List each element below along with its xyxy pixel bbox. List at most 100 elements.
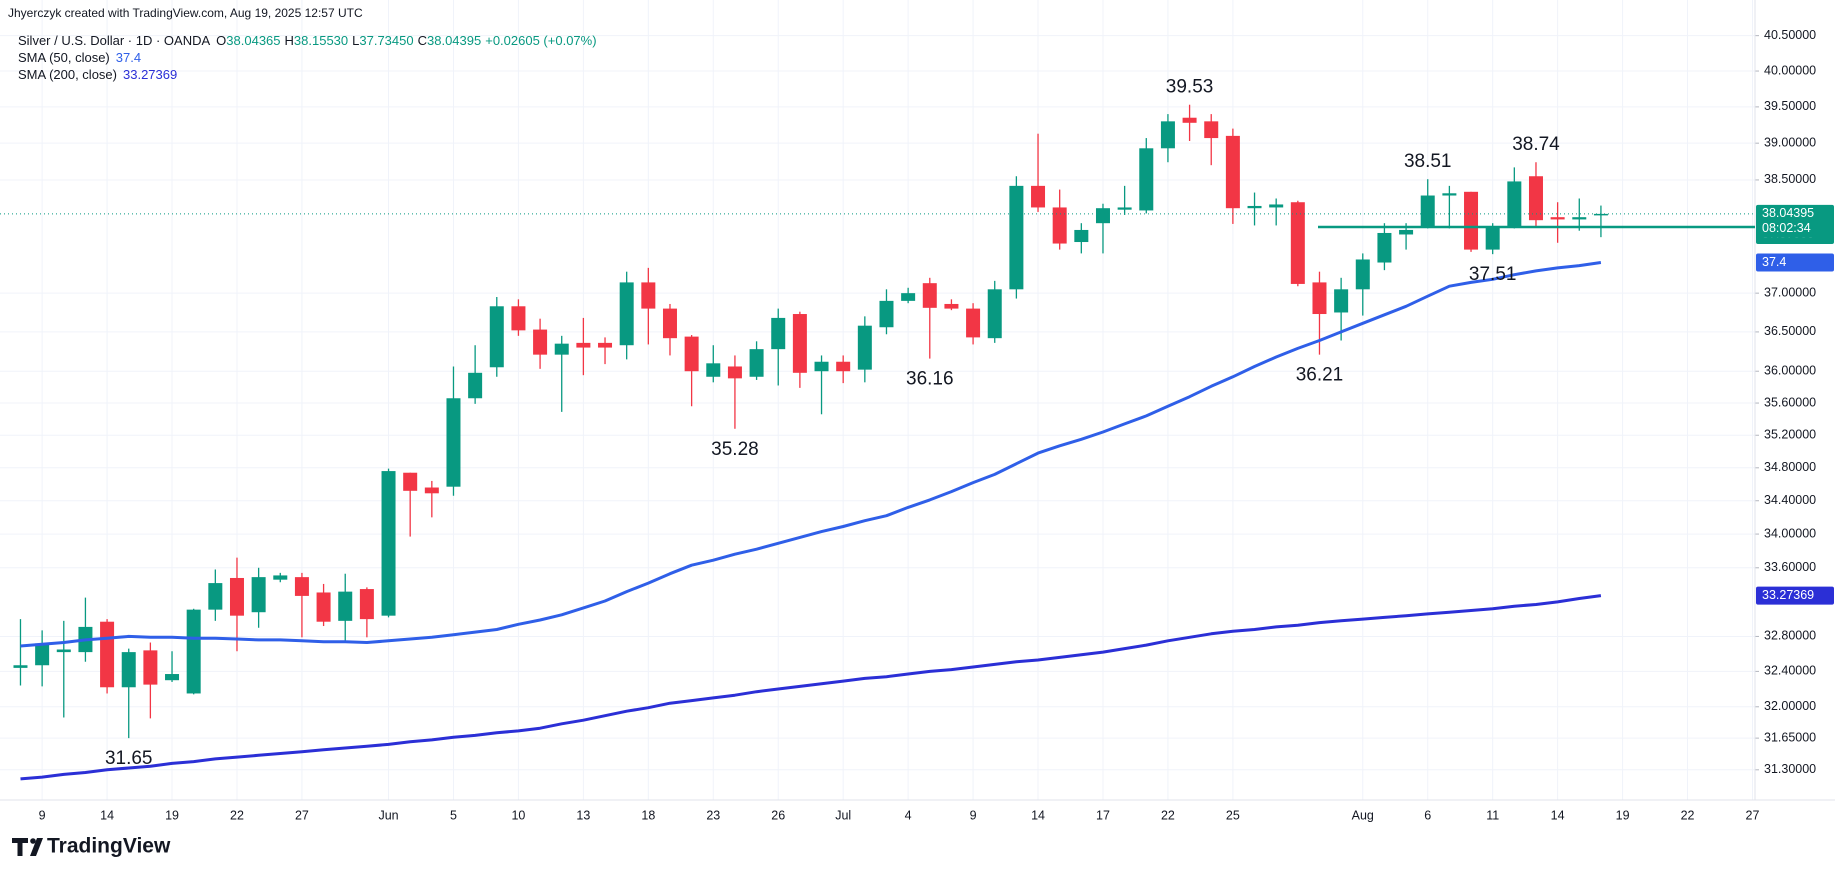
candle-body — [121, 652, 136, 688]
x-tick-label: 10 — [511, 808, 525, 822]
x-tick-label: 22 — [1161, 808, 1175, 822]
legend-sma200: SMA (200, close) 33.27369 — [18, 67, 177, 82]
x-tick-label: 11 — [1486, 808, 1499, 822]
candle-body — [727, 366, 742, 379]
y-tick-label: 39.00000 — [1764, 135, 1816, 149]
candle-body — [598, 342, 613, 348]
candle-body — [208, 583, 223, 610]
candle-body — [1052, 207, 1067, 244]
x-tick-label: 19 — [165, 808, 179, 822]
sma-value: 33.27369 — [123, 67, 177, 82]
candle-body — [814, 361, 829, 372]
candle-body — [879, 300, 894, 328]
candle-body — [944, 303, 959, 309]
y-tick-label: 37.00000 — [1764, 285, 1816, 299]
candle-body — [619, 282, 634, 346]
y-tick-label: 36.00000 — [1764, 364, 1816, 378]
candle-body — [424, 487, 439, 494]
price-annotation: 39.53 — [1166, 77, 1214, 98]
legend-letter: O — [216, 33, 226, 48]
candle-body — [468, 372, 483, 399]
candle-body — [446, 398, 461, 487]
sma50-tag: 37.4 — [1762, 255, 1786, 269]
candle-body — [1507, 181, 1522, 227]
x-tick-label: 22 — [230, 808, 244, 822]
candle-body — [533, 329, 548, 355]
candle-body — [1095, 208, 1110, 224]
candle-body — [1160, 121, 1175, 149]
candle-body — [511, 306, 526, 331]
candle-body — [966, 308, 981, 338]
brand-logo: TradingView — [12, 835, 171, 858]
y-tick-label: 36.50000 — [1764, 324, 1816, 338]
x-tick-label: Jun — [378, 808, 398, 822]
candle-body — [792, 314, 807, 373]
candle-body — [403, 472, 418, 491]
close: 38.04395 — [427, 33, 481, 48]
candle-body — [641, 282, 656, 309]
x-tick-label: 27 — [1746, 808, 1760, 822]
candle-body — [662, 308, 677, 339]
candle-body — [1247, 205, 1262, 209]
y-tick-label: 31.30000 — [1764, 762, 1816, 776]
y-tick-label: 35.20000 — [1764, 428, 1816, 442]
candle-body — [1442, 193, 1457, 196]
price-tag: 38.04395 — [1762, 206, 1814, 220]
candle-body — [922, 283, 937, 308]
candle-body — [294, 577, 309, 596]
x-tick-label: 22 — [1681, 808, 1695, 822]
x-tick-label: 4 — [905, 808, 912, 822]
candle-body — [1204, 121, 1219, 139]
x-tick-label: 26 — [771, 808, 785, 822]
candle-body — [251, 577, 266, 613]
price-annotation: 36.16 — [906, 369, 954, 390]
symbol: Silver / U.S. Dollar · 1D · OANDA — [18, 33, 210, 48]
candle-body — [165, 674, 180, 681]
candle-body — [273, 575, 288, 580]
x-tick-label: 27 — [295, 808, 309, 822]
candle-body — [1312, 282, 1327, 315]
candle-body — [1528, 176, 1543, 221]
x-tick-label: 23 — [706, 808, 720, 822]
candle-body — [1355, 259, 1370, 290]
candle-body — [857, 325, 872, 370]
x-tick-label: 25 — [1226, 808, 1240, 822]
price-annotation: 35.28 — [711, 439, 759, 460]
y-tick-label: 32.00000 — [1764, 699, 1816, 713]
y-tick-label: 32.80000 — [1764, 629, 1816, 643]
candle-body — [229, 577, 244, 616]
x-tick-label: 9 — [970, 808, 977, 822]
candle-body — [186, 609, 201, 694]
x-tick-label: 14 — [1551, 808, 1565, 822]
change: +0.02605 (+0.07%) — [485, 33, 596, 48]
y-tick-label: 39.50000 — [1764, 99, 1816, 113]
x-tick-label: 14 — [1031, 808, 1045, 822]
x-tick-label: 19 — [1616, 808, 1630, 822]
candle-body — [749, 349, 764, 377]
logo-mark — [30, 838, 36, 844]
y-tick-label: 40.00000 — [1764, 63, 1816, 77]
y-tick-label: 31.65000 — [1764, 730, 1816, 744]
candle-body — [359, 589, 374, 620]
low: 37.73450 — [359, 33, 413, 48]
legend-sma50: SMA (50, close) 37.4 — [18, 50, 141, 65]
price-annotation: 38.74 — [1512, 134, 1560, 155]
sma-line — [20, 261, 1602, 648]
countdown: 08:02:34 — [1762, 221, 1811, 235]
y-tick-label: 38.50000 — [1764, 172, 1816, 186]
candle-body — [1377, 232, 1392, 263]
candle-body — [1031, 185, 1046, 208]
candle-body — [381, 471, 396, 616]
x-tick-label: 9 — [39, 808, 46, 822]
legend-letter: C — [418, 33, 427, 48]
logo-mark — [30, 838, 43, 856]
candle-body — [56, 649, 71, 653]
candle-body — [1269, 204, 1284, 208]
candle-body — [987, 289, 1002, 339]
candle-body — [13, 665, 28, 668]
y-tick-label: 34.40000 — [1764, 493, 1816, 507]
y-tick-label: 40.50000 — [1764, 28, 1816, 42]
candle-body — [576, 342, 591, 348]
candle-body — [1225, 135, 1240, 209]
